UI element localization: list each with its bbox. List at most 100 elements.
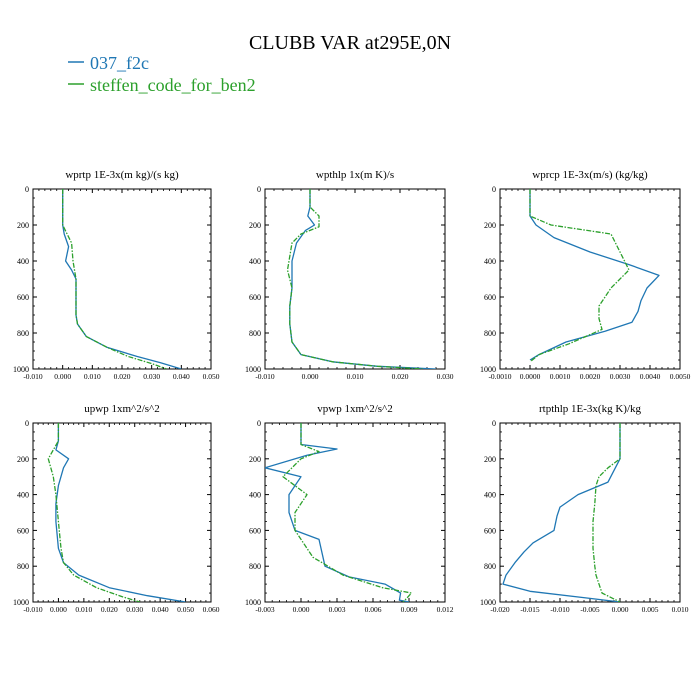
legend-label-037-f2c: 037_f2c [90,53,149,73]
series-line-037-f2c [502,423,621,602]
y-tick-label: 600 [249,293,261,302]
x-tick-label: 0.005 [642,605,659,614]
x-tick-label: 0.030 [437,372,454,381]
x-tick-label: 0.020 [114,372,131,381]
x-tick-label: -0.015 [520,605,540,614]
x-tick-label: 0.000 [302,372,319,381]
y-tick-label: 800 [249,562,261,571]
y-tick-label: 800 [17,329,29,338]
x-tick-label: 0.000 [54,372,71,381]
y-tick-label: 0 [25,419,29,428]
panel-title: rtpthlp 1E-3x(kg K)/kg [539,403,642,415]
x-tick-label: 0.040 [152,605,169,614]
series-line-037-f2c [55,423,186,602]
x-tick-label: 0.0050 [670,372,691,381]
y-tick-label: 800 [249,329,261,338]
y-tick-label: 0 [257,185,261,194]
y-tick-label: 1000 [13,598,29,607]
panel-title: wpthlp 1x(m K)/s [316,169,394,181]
y-tick-label: 200 [484,455,496,464]
series-line-037-f2c [265,423,410,602]
y-tick-label: 200 [17,455,29,464]
series-line-steffen [62,189,167,369]
y-tick-label: 400 [249,257,261,266]
x-tick-label: 0.009 [401,605,418,614]
x-tick-label: 0.060 [203,605,220,614]
x-tick-label: 0.003 [329,605,346,614]
y-tick-label: 200 [17,221,29,230]
x-tick-label: -0.0010 [488,372,511,381]
y-tick-label: 400 [17,257,29,266]
panels-container: wprtp 1E-3x(m kg)/(s kg) -0.010 0.000 0.010… [13,169,691,614]
y-tick-label: 800 [17,562,29,571]
x-tick-label: 0.050 [177,605,194,614]
y-tick-label: 200 [484,221,496,230]
x-tick-label: 0.020 [392,372,409,381]
x-tick-label: 0.000 [293,605,310,614]
y-tick-label: 1000 [245,598,261,607]
x-tick-label: 0.0010 [550,372,571,381]
figure-legend: 037_f2c steffen_code_for_ben2 [68,53,256,95]
x-tick-label: 0.0000 [520,372,541,381]
panel-4: upwp 1xm^2/s^2 -0.010 0.000 0.010 0.020 0.030… [13,403,220,614]
y-tick-label: 1000 [13,365,29,374]
x-tick-label: 0.040 [173,372,190,381]
x-tick-label: 0.000 [612,605,629,614]
y-tick-label: 1000 [245,365,261,374]
x-tick-label: 0.030 [143,372,160,381]
y-tick-label: 1000 [480,598,496,607]
series-line-steffen [592,423,621,602]
x-tick-label: -0.005 [580,605,600,614]
y-tick-label: 400 [484,257,496,266]
y-tick-label: 200 [249,455,261,464]
x-tick-label: -0.010 [23,605,43,614]
x-tick-label: 0.0040 [640,372,661,381]
y-tick-label: 600 [484,293,496,302]
x-tick-label: -0.020 [490,605,510,614]
y-tick-label: 400 [249,491,261,500]
legend-label-steffen: steffen_code_for_ben2 [90,75,256,95]
panel-3: wprcp 1E-3x(m/s) (kg/kg) -0.0010 0.0000 0.0… [480,169,691,381]
x-tick-label: 0.0020 [580,372,601,381]
x-tick-label: -0.010 [23,372,43,381]
x-tick-label: 0.0030 [610,372,631,381]
panel-title: vpwp 1xm^2/s^2 [317,403,392,415]
x-tick-label: 0.010 [672,605,689,614]
y-tick-label: 0 [492,185,496,194]
series-line-steffen [47,423,140,602]
series-line-steffen [529,189,630,363]
x-tick-label: 0.000 [50,605,67,614]
x-tick-label: 0.012 [437,605,454,614]
figure-title: CLUBB VAR at295E,0N [249,32,451,54]
panel-title: wprtp 1E-3x(m kg)/(s kg) [65,169,179,181]
x-tick-label: -0.010 [255,372,275,381]
y-tick-label: 800 [484,329,496,338]
panel-title: wprcp 1E-3x(m/s) (kg/kg) [532,169,648,181]
x-tick-label: 0.010 [84,372,101,381]
y-tick-label: 600 [17,526,29,535]
y-tick-label: 1000 [480,365,496,374]
y-tick-label: 0 [25,185,29,194]
y-tick-label: 0 [492,419,496,428]
x-tick-label: -0.010 [550,605,570,614]
x-tick-label: 0.010 [75,605,92,614]
y-tick-label: 400 [17,491,29,500]
y-tick-label: 400 [484,491,496,500]
panel-6: rtpthlp 1E-3x(kg K)/kg -0.020 -0.015 -0.010… [480,403,689,614]
y-tick-label: 0 [257,419,261,428]
x-tick-label: 0.030 [126,605,143,614]
panel-5: vpwp 1xm^2/s^2 -0.003 0.000 0.003 0.006 0.009… [245,403,454,614]
x-tick-label: 0.020 [101,605,118,614]
x-tick-label: 0.006 [365,605,382,614]
y-tick-label: 800 [484,562,496,571]
y-tick-label: 600 [249,526,261,535]
series-line-steffen [286,189,423,369]
panel-1: wprtp 1E-3x(m kg)/(s kg) -0.010 0.000 0.010… [13,169,220,381]
series-line-037-f2c [529,189,660,361]
series-line-steffen [282,423,413,602]
panel-2: wpthlp 1x(m K)/s -0.010 0.000 0.010 0.020 0.0… [245,169,454,381]
panel-title: upwp 1xm^2/s^2 [84,403,159,415]
y-tick-label: 600 [17,293,29,302]
